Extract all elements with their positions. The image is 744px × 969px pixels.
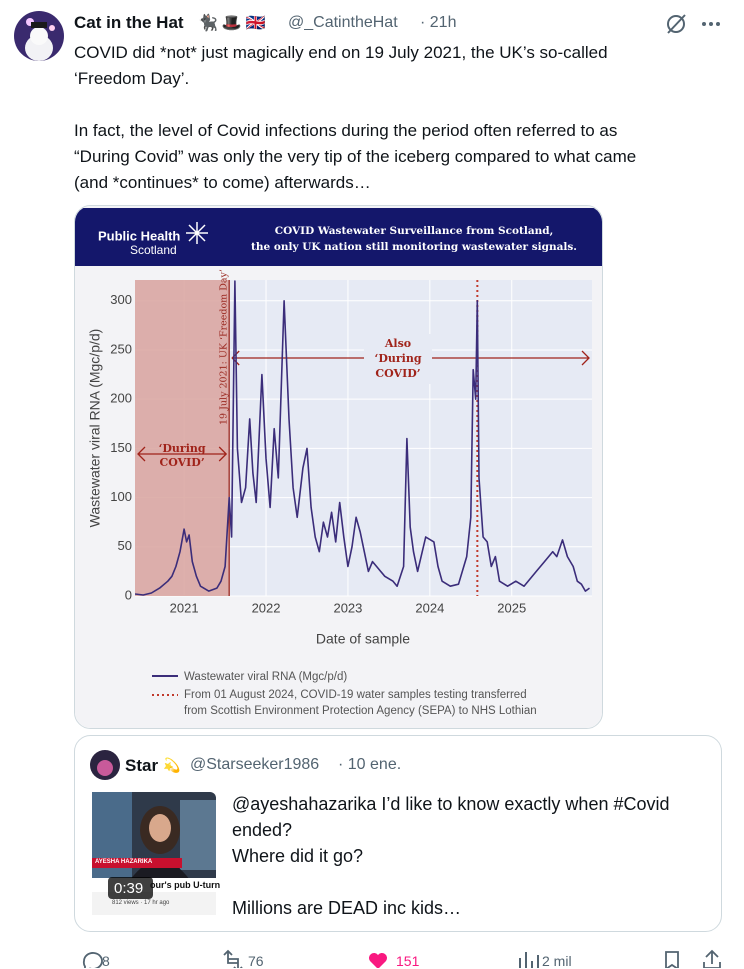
legend-label: From 01 August 2024, COVID-19 water samp… [184, 689, 527, 701]
video-duration: 0:39 [114, 880, 144, 897]
arrow [137, 446, 228, 462]
vline-label: 19 July 2021: UK ‘Freedom Day’ [219, 269, 230, 425]
quote-emoji: 💫 [163, 757, 181, 773]
text-line: ended? [232, 820, 293, 840]
quote-text: @ayeshahazarika I’d like to know exactly… [232, 791, 670, 921]
region-label: ‘During [159, 442, 206, 455]
legend-label: Wastewater viral RNA (Mgc/p/d) [184, 671, 347, 683]
text-line: (and *continues* to come) afterwards… [74, 173, 371, 192]
paragraph: Millions are DEAD inc kids… [232, 895, 670, 921]
y-tick-label: 100 [110, 489, 132, 504]
views-icon[interactable] [519, 952, 539, 968]
avatar[interactable] [14, 11, 64, 61]
view-count[interactable]: 2 mil [542, 953, 572, 969]
grok-icon[interactable] [667, 14, 686, 34]
quote-avatar [90, 750, 120, 780]
like-count[interactable]: 151 [396, 953, 420, 969]
y-tick-label: 250 [110, 341, 132, 356]
thumb-meta: 812 views · 17 hr ago [112, 900, 170, 906]
x-tick-label: 2024 [415, 600, 444, 615]
repost-count[interactable]: 76 [248, 953, 264, 969]
also-label: ‘During [374, 352, 421, 365]
shaded-region [135, 280, 230, 596]
also-label: COVID’ [375, 367, 420, 380]
y-tick-label: 0 [125, 587, 132, 602]
y-tick-label: 200 [110, 391, 132, 406]
chart-title: COVID Wastewater Surveillance from Scotl… [275, 225, 554, 237]
emoji: 🐈‍⬛ [198, 15, 218, 32]
author-handle[interactable]: @_CatintheHat [288, 14, 398, 31]
also-label: Also [384, 337, 411, 350]
author-name[interactable]: Cat in the Hat [74, 13, 184, 32]
paragraph: @ayeshahazarika I’d like to know exactly… [232, 791, 670, 869]
y-tick-label: 150 [110, 440, 132, 455]
chart-subtitle: the only UK nation still monitoring wast… [251, 241, 577, 253]
logo-text: Public Health [98, 228, 180, 243]
text-line: ‘Freedom Day’. [74, 69, 190, 88]
author-emoji: 🐈‍⬛ 🎩 🇬🇧 [198, 13, 270, 33]
x-axis-label: Date of sample [316, 631, 410, 647]
label-bg [364, 334, 432, 384]
paragraph: COVID did *not* just magically end on 19… [74, 40, 636, 92]
y-tick-label: 300 [110, 292, 132, 307]
reply-count[interactable]: 8 [102, 953, 110, 969]
text-line: Millions are DEAD inc kids… [232, 898, 462, 918]
video-thumbnail[interactable] [92, 792, 216, 915]
logo-star [186, 222, 208, 244]
x-tick-label: 2021 [170, 600, 199, 615]
x-tick-label: 2022 [252, 600, 281, 615]
logo-text: Scotland [130, 243, 177, 257]
x-tick-label: 2025 [497, 600, 526, 615]
text-line: Where did it go? [232, 846, 364, 866]
text-line: @ayeshahazarika I’d like to know exactly… [232, 794, 670, 814]
text-line: In fact, the level of Covid infections d… [74, 121, 618, 140]
quote-time: · 10 ene. [338, 756, 402, 773]
region-label: COVID’ [159, 456, 204, 469]
thumb-headline: our's pub U-turn [150, 880, 221, 890]
x-tick-label: 2023 [333, 600, 362, 615]
share-icon[interactable] [703, 949, 721, 968]
text-line: “During Covid” was only the very tip of … [74, 147, 637, 166]
paragraph: In fact, the level of Covid infections d… [74, 118, 636, 196]
y-tick-label: 50 [118, 538, 132, 553]
bookmark-icon[interactable] [665, 951, 679, 968]
legend-label: from Scottish Environment Protection Age… [184, 705, 537, 717]
post-time[interactable]: · 21h [420, 14, 457, 31]
like-icon[interactable] [369, 953, 387, 968]
text-line: COVID did *not* just magically end on 19… [74, 43, 608, 62]
emoji: 🇬🇧 [245, 15, 266, 32]
y-axis-label: Wastewater viral RNA (Mgc/p/d) [87, 329, 103, 528]
chart-header [75, 208, 602, 266]
tweet-text: COVID did *not* just magically end on 19… [74, 40, 636, 196]
quote-name[interactable]: Star [125, 756, 159, 775]
more-icon[interactable] [702, 22, 720, 26]
quote-card[interactable] [74, 735, 722, 932]
data-line [135, 280, 590, 596]
repost-icon[interactable] [223, 949, 243, 968]
thumb-caption: AYESHA HAZARIKA [95, 859, 153, 865]
emoji: 🎩 [221, 15, 242, 32]
reply-icon[interactable] [82, 952, 103, 968]
quote-handle[interactable]: @Starseeker1986 [190, 756, 320, 773]
